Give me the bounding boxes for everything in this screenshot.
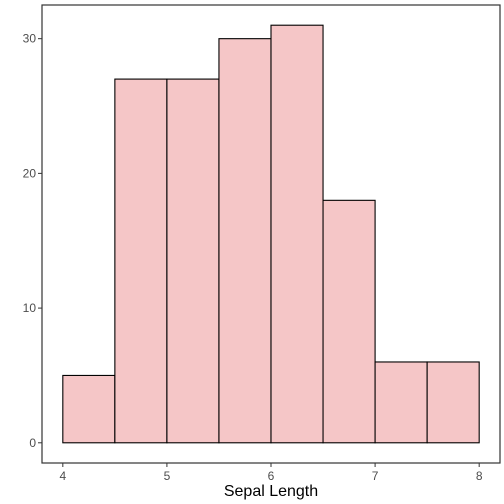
x-axis-title: Sepal Length xyxy=(224,483,318,500)
histogram-bar-6 xyxy=(323,200,375,442)
y-tick-label-0: 0 xyxy=(29,436,36,450)
histogram-bar-4 xyxy=(219,39,271,443)
histogram-bar-1 xyxy=(63,375,115,442)
x-tick-label-6: 6 xyxy=(268,469,275,483)
y-tick-label-30: 30 xyxy=(23,32,37,46)
y-tick-label-20: 20 xyxy=(23,166,37,180)
x-tick-label-7: 7 xyxy=(372,469,379,483)
histogram-bar-3 xyxy=(167,79,219,443)
histogram-bar-2 xyxy=(115,79,167,443)
histogram-bar-5 xyxy=(271,25,323,443)
x-tick-label-4: 4 xyxy=(59,469,66,483)
y-tick-label-10: 10 xyxy=(23,301,37,315)
histogram-bar-8 xyxy=(427,362,479,443)
x-tick-label-5: 5 xyxy=(164,469,171,483)
x-tick-label-8: 8 xyxy=(476,469,483,483)
histogram-bar-7 xyxy=(375,362,427,443)
